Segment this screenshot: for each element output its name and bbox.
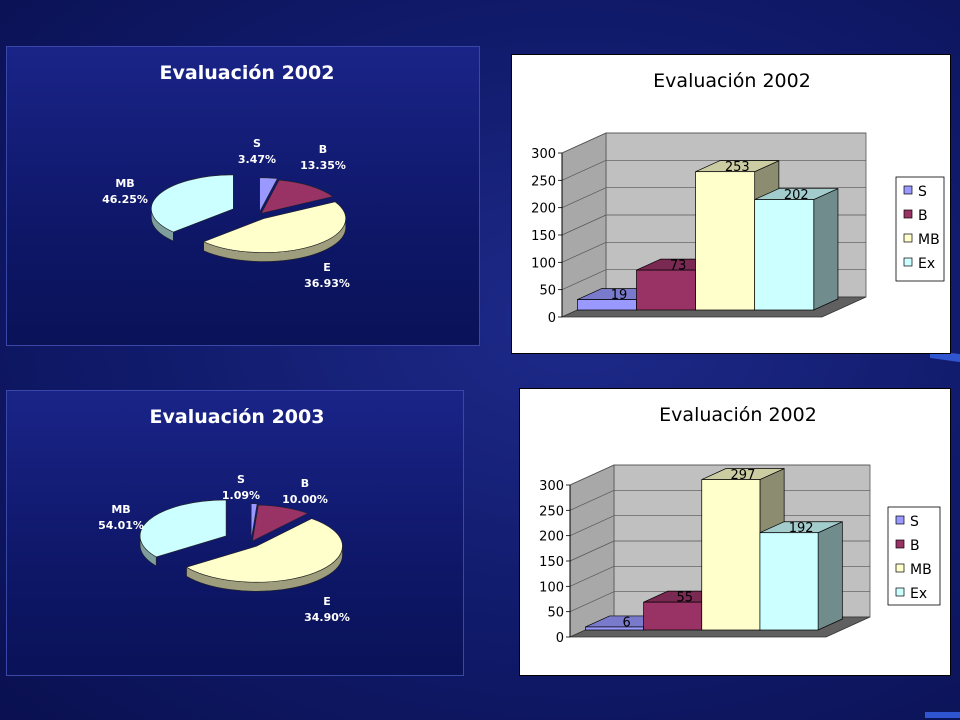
bar-chart-title: Evaluación 2002 [653, 70, 811, 92]
pie-chart-2002-svg: Evaluación 2002 S 3.47% B 13.35% MB 46.25% E 36… [102, 62, 350, 290]
gridline [569, 515, 870, 536]
legend-entry-s: S [918, 184, 927, 200]
bar-data-label: 19 [611, 288, 628, 303]
bar-mb [695, 171, 756, 311]
pie-slice-e [139, 499, 227, 558]
pie-slice-b [252, 504, 309, 542]
y-tick-label: 200 [539, 530, 564, 545]
bar-s [577, 299, 637, 311]
gridline [569, 489, 870, 511]
y-tick-label: 150 [531, 229, 556, 244]
bar-side [813, 188, 839, 311]
pie-slice-label: E [323, 261, 331, 274]
bar-ex [759, 532, 819, 631]
legend-swatch [895, 539, 905, 549]
bar-s [585, 626, 644, 631]
pie-slice-percent: 54.01% [98, 519, 144, 532]
bar-b [643, 601, 703, 631]
pie-slice-percent: 46.25% [102, 193, 148, 206]
pie-chart-2003-svg: Evaluación 2003 S 1.09% B 10.00% MB 54.01% E 34… [98, 406, 350, 624]
y-tick-label: 300 [539, 479, 564, 494]
legend-swatch [903, 209, 913, 219]
pie-slice-label: MB [115, 177, 134, 190]
pie-slice-s [259, 177, 278, 212]
pie-slice-percent: 10.00% [282, 493, 328, 506]
legend-entry-mb: MB [918, 232, 940, 248]
y-tick-label: 300 [531, 147, 556, 162]
y-tick-label: 100 [539, 580, 564, 595]
pie-slice-percent: 3.47% [238, 153, 276, 166]
legend-swatch [903, 185, 913, 195]
bar-chart-2002-svg: Evaluación 2002 0 50 100 150 200 250 300 19 73 25… [531, 70, 945, 326]
pie-chart-title: Evaluación 2002 [160, 62, 335, 84]
bar-data-label: 297 [731, 468, 756, 483]
pie-slice-percent: 1.09% [222, 489, 260, 502]
legend-swatch [895, 587, 905, 597]
legend-swatch [895, 515, 905, 525]
legend-entry-ex: Ex [918, 256, 935, 272]
pie-slice-percent: 34.90% [304, 611, 350, 624]
legend-entry-mb: MB [910, 562, 932, 578]
gridline [569, 464, 870, 486]
bar-data-label: 6 [622, 615, 630, 630]
y-tick-label: 0 [548, 311, 556, 326]
bar-data-label: 55 [676, 591, 693, 606]
bar-mb [701, 479, 761, 631]
bar-data-label: 253 [725, 160, 750, 175]
pie-slice-label: S [237, 473, 245, 486]
y-tick-label: 50 [547, 606, 564, 621]
pie-chart-2003: Evaluación 2003 S 1.09% B 10.00% MB 54.01% E 34… [6, 390, 464, 676]
y-tick-label: 100 [531, 256, 556, 271]
bar-chart-plot: 0 50 100 150 200 250 300 6 55 297 192 [539, 464, 871, 646]
bar-b [636, 269, 696, 311]
y-tick-label: 0 [556, 631, 564, 646]
y-tick-label: 250 [531, 174, 556, 189]
y-tick-label: 50 [539, 284, 556, 299]
gridline [561, 187, 866, 208]
y-tick-label: 250 [539, 504, 564, 519]
bar-chart-title: Evaluación 2002 [659, 404, 817, 426]
pie-slice-percent: 13.35% [300, 159, 346, 172]
pie-slice-label: B [301, 477, 309, 490]
pie-slice-b [260, 179, 334, 214]
gridline [561, 132, 866, 154]
pie-slice-label: E [323, 595, 331, 608]
bar-chart-2002-second: Evaluación 2002 0 50 100 150 200 250 300 6 55 297… [519, 388, 951, 676]
legend-entry-ex: Ex [910, 586, 927, 602]
legend-entry-s: S [910, 514, 919, 530]
pie-slice-e [151, 174, 234, 233]
y-tick-label: 200 [531, 202, 556, 217]
legend-entry-b: B [918, 208, 928, 224]
bar-side [817, 521, 843, 631]
bar-chart-2002-second-svg: Evaluación 2002 0 50 100 150 200 250 300 6 55 297… [539, 404, 941, 646]
slide-accent-stripe-bottom [925, 712, 960, 718]
bar-chart-plot: 0 50 100 150 200 250 300 19 73 253 202 [531, 132, 867, 326]
pie-chart-title: Evaluación 2003 [150, 406, 325, 428]
pie-slice-percent: 36.93% [304, 277, 350, 290]
pie-slice-label: S [253, 137, 261, 150]
pie-slice-s [250, 503, 258, 540]
legend-swatch [903, 233, 913, 243]
pie-slice-label: B [319, 143, 327, 156]
pie-chart-2002: Evaluación 2002 S 3.47% B 13.35% MB 46.25% E 36… [6, 46, 480, 346]
bar-data-label: 192 [789, 521, 814, 536]
pie-slice-mb [202, 201, 346, 253]
pie-slice-mb [185, 518, 343, 583]
legend-swatch [903, 257, 913, 267]
bar-chart-2002: Evaluación 2002 0 50 100 150 200 250 300 19 73 25… [511, 54, 951, 354]
legend-swatch [895, 563, 905, 573]
pie-slice-label: MB [111, 503, 130, 516]
bar-data-label: 73 [670, 259, 687, 274]
gridline [561, 159, 866, 181]
legend-entry-b: B [910, 538, 920, 554]
y-tick-label: 150 [539, 555, 564, 570]
bar-ex [754, 199, 815, 311]
bar-data-label: 202 [784, 188, 809, 203]
